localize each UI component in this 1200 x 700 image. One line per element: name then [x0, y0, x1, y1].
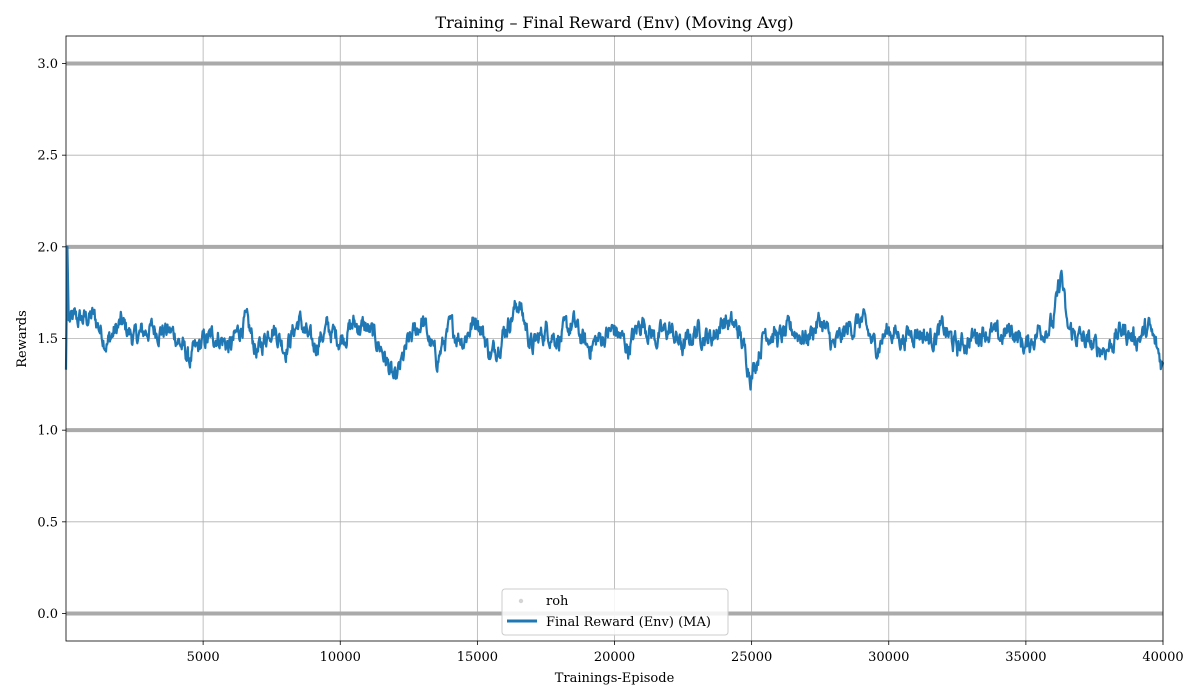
x-tick-label: 25000: [731, 650, 772, 665]
legend: roh Final Reward (Env) (MA): [501, 588, 729, 636]
y-tick-label: 3.0: [37, 57, 58, 72]
y-axis-label: Rewards: [15, 310, 30, 368]
y-ticks: 0.0 0.5 1.0 1.5 2.0 2.5 3.0: [37, 57, 66, 622]
y-tick-label: 0.5: [37, 515, 58, 530]
x-tick-label: 20000: [594, 650, 635, 665]
x-axis-label: Trainings-Episode: [555, 671, 675, 686]
x-tick-label: 10000: [320, 650, 361, 665]
legend-box: [501, 588, 729, 636]
y-tick-label: 2.5: [37, 149, 58, 164]
y-tick-label: 0.0: [37, 607, 58, 622]
x-tick-label: 35000: [1005, 650, 1046, 665]
x-tick-label: 15000: [457, 650, 498, 665]
legend-label-raw: roh: [546, 594, 569, 609]
series-lines: [64, 245, 1165, 391]
y-tick-label: 2.0: [37, 240, 58, 255]
chart-title: Training – Final Reward (Env) (Moving Av…: [435, 13, 793, 32]
series-line-final-reward-ma: [64, 245, 1165, 391]
x-ticks: 5000 10000 15000 20000 25000 30000 35000 40000: [187, 641, 1184, 665]
x-tick-label: 5000: [187, 650, 220, 665]
legend-marker-raw: [518, 598, 524, 604]
y-tick-label: 1.5: [37, 332, 58, 347]
x-tick-label: 40000: [1142, 650, 1183, 665]
legend-label-ma: Final Reward (Env) (MA): [546, 615, 711, 630]
x-tick-label: 30000: [868, 650, 909, 665]
y-tick-label: 1.0: [37, 424, 58, 439]
